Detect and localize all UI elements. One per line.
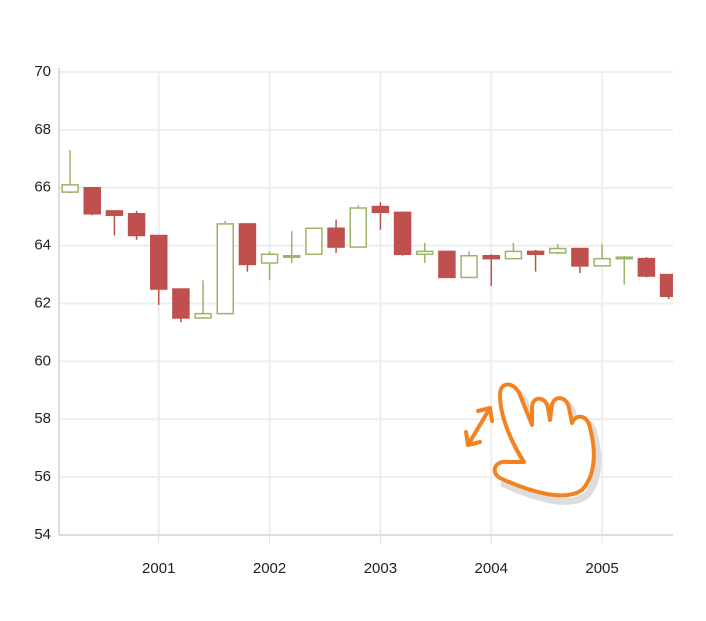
- y-tick-label: 64: [34, 237, 51, 254]
- x-tick-label: 2002: [253, 560, 286, 577]
- x-tick-label: 2003: [364, 560, 397, 577]
- candle-body: [593, 257, 611, 267]
- candle-body: [637, 257, 656, 277]
- plot-area: [61, 150, 673, 323]
- y-tick-label: 54: [34, 526, 51, 543]
- candle-body: [194, 312, 212, 319]
- y-tick-label: 66: [34, 179, 51, 196]
- candle-body: [238, 223, 257, 266]
- candle-body: [149, 234, 168, 290]
- candle-body: [460, 255, 478, 279]
- candle-body: [371, 205, 390, 214]
- candle-body: [83, 187, 101, 215]
- y-tick-label: 60: [34, 352, 51, 369]
- candle-body: [415, 250, 434, 256]
- x-tick-label: 2001: [142, 560, 175, 577]
- candle-body: [282, 255, 301, 259]
- candle-body: [504, 250, 523, 260]
- candle-body: [571, 247, 589, 267]
- candle-body: [327, 227, 345, 248]
- candle-body: [548, 247, 567, 254]
- candle-body: [349, 207, 367, 248]
- y-tick-label: 62: [34, 294, 51, 311]
- candle-body: [127, 213, 146, 237]
- candle-body: [659, 273, 673, 298]
- candle-body: [216, 223, 234, 315]
- candle-body: [172, 288, 190, 319]
- y-tick-label: 70: [34, 63, 51, 80]
- candle-body: [393, 211, 412, 256]
- candle-body: [526, 250, 545, 256]
- candle-body: [105, 210, 124, 216]
- y-tick-label: 58: [34, 410, 51, 427]
- candle-body: [482, 255, 500, 260]
- y-tick-label: 56: [34, 468, 51, 485]
- candle-body: [615, 256, 633, 260]
- candle-body: [305, 227, 323, 256]
- candle-body: [260, 253, 279, 264]
- x-tick-label: 2005: [585, 560, 618, 577]
- y-tick-label: 68: [34, 121, 51, 138]
- candle-body: [61, 184, 79, 193]
- candle-body: [438, 250, 456, 279]
- gesture-icon: [464, 382, 602, 505]
- x-tick-label: 2004: [475, 560, 508, 577]
